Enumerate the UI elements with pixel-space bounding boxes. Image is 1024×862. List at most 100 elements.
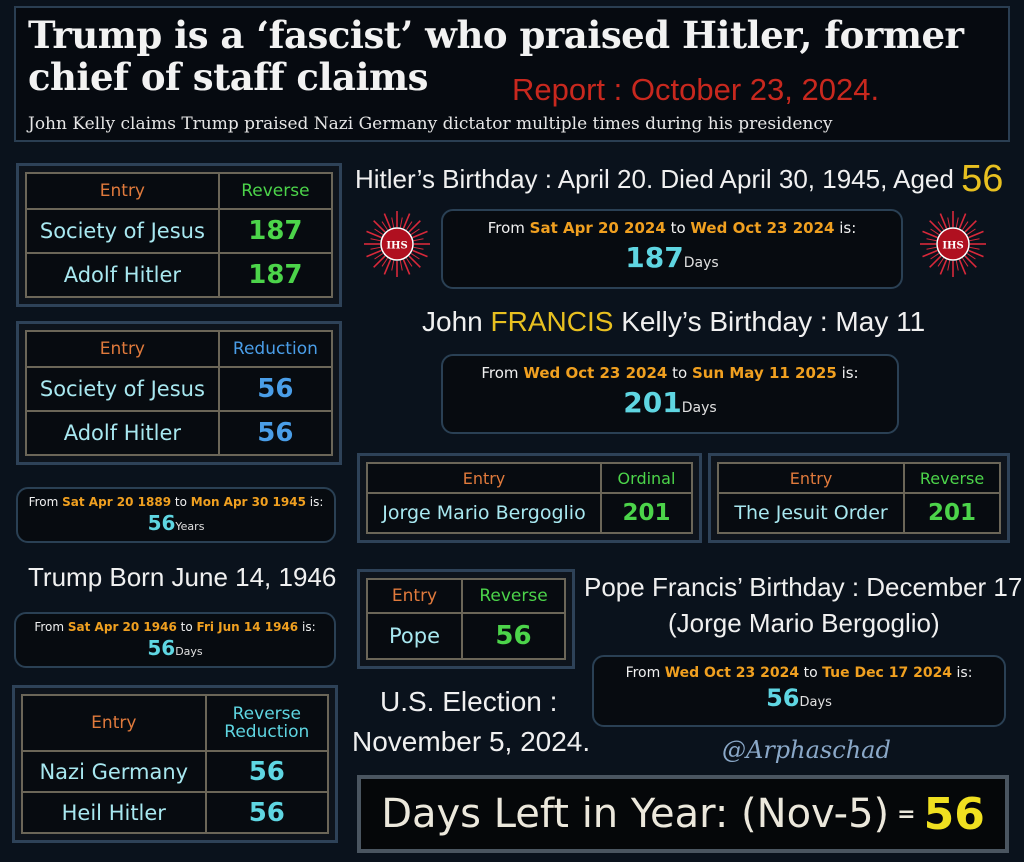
emblem-ray: [402, 213, 411, 229]
emblem-ray: [413, 246, 424, 250]
emblem-ray: [391, 217, 395, 228]
date-result: 187: [625, 241, 684, 274]
entry-name: Heil Hitler: [21, 791, 207, 834]
date-mid: to: [180, 620, 193, 634]
emblem-ray: [370, 238, 381, 242]
date-unit: Days: [799, 695, 832, 710]
table-row: Society of Jesus 187: [25, 208, 334, 254]
kelly-middle-name: FRANCIS: [490, 306, 614, 337]
table-row: Society of Jesus 56: [25, 366, 334, 412]
emblem-ray: [922, 230, 938, 239]
date-suffix: is:: [309, 495, 324, 509]
emblem-ray: [383, 213, 392, 229]
gematria-table-ordinal-201: Entry Ordinal Jorge Mario Bergoglio 201: [357, 453, 702, 543]
election-label: U.S. Election :: [380, 686, 558, 717]
date-calc-hitler-birthday-to-report: From Sat Apr 20 2024 to Wed Oct 23 2024 …: [441, 209, 903, 289]
emblem-ray: [412, 249, 428, 258]
col-header-entry: Entry: [366, 462, 602, 494]
days-left-equals: =: [897, 801, 916, 827]
table-row: Jorge Mario Bergoglio 201: [366, 492, 693, 534]
col-header-entry: Entry: [365, 578, 464, 614]
col-header-cipher: Reverse: [217, 172, 334, 210]
emblem-ray: [373, 220, 386, 233]
emblem-ray: [930, 228, 940, 235]
hitler-birthday-label: Hitler’s Birthday : April 20. Died April…: [355, 158, 1003, 201]
gematria-table-reduction-56: Entry Reduction Society of Jesus 56 Adol…: [16, 321, 342, 465]
emblem-ray: [408, 255, 421, 268]
date-result: 56: [147, 511, 176, 535]
gematria-table-reverse-reduction-56: Entry Reverse Reduction Nazi Germany 56 …: [12, 685, 338, 843]
emblem-ray: [366, 230, 382, 239]
table-row: Pope 56: [365, 612, 566, 660]
entry-name: Adolf Hitler: [25, 410, 220, 456]
ihs-jesuit-seal-icon: IHS: [364, 211, 430, 277]
date-calc-trump-born: From Sat Apr 20 1946 to Fri Jun 14 1946 …: [14, 612, 336, 668]
date-prefix: From: [481, 364, 519, 382]
date-from: Sat Apr 20 2024: [529, 219, 666, 237]
col-header-entry: Entry: [21, 694, 207, 752]
emblem-ray: [937, 221, 944, 231]
headline-banner: Trump is a ‘fascist’ who praised Hitler,…: [14, 6, 1010, 142]
emblem-ray: [966, 253, 976, 260]
date-prefix: From: [625, 665, 661, 681]
date-to: Tue Dec 17 2024: [822, 665, 953, 681]
table-row: Adolf Hitler 56: [25, 410, 334, 456]
emblem-ray: [939, 259, 948, 275]
emblem-ray: [966, 228, 976, 235]
table-row: Heil Hitler 56: [21, 791, 330, 834]
emblem-ray: [383, 259, 392, 275]
entry-value: 56: [461, 612, 566, 660]
emblem-text: IHS: [386, 241, 407, 252]
emblem-ray: [922, 249, 938, 258]
emblem-ray: [955, 260, 959, 271]
emblem-ray: [406, 257, 413, 267]
emblem-text: IHS: [942, 241, 963, 252]
kelly-suffix: Kelly’s Birthday : May 11: [621, 306, 926, 337]
entry-value: 56: [217, 366, 334, 412]
emblem-ray: [399, 217, 403, 228]
table-row: Nazi Germany 56: [21, 750, 330, 793]
entry-name: Society of Jesus: [25, 208, 220, 254]
emblem-ray: [399, 260, 403, 271]
emblem-ray: [370, 246, 381, 250]
table-row: The Jesuit Order 201: [716, 492, 1001, 534]
date-unit: Days: [175, 645, 203, 658]
date-mid: to: [174, 495, 187, 509]
entry-value: 201: [903, 492, 1001, 534]
entry-value: 187: [217, 208, 334, 254]
gematria-table-reverse-187: Entry Reverse Society of Jesus 187 Adolf…: [16, 163, 342, 307]
date-mid: to: [803, 665, 818, 681]
pope-birthday-label: Pope Francis’ Birthday : December 17.: [584, 572, 1024, 602]
date-calc-report-to-kelly-birthday: From Wed Oct 23 2024 to Sun May 11 2025 …: [441, 354, 899, 434]
date-to: Sun May 11 2025: [691, 364, 837, 382]
date-unit: Years: [175, 520, 205, 533]
col-header-entry: Entry: [25, 330, 220, 368]
date-prefix: From: [28, 495, 59, 509]
emblem-ray: [955, 217, 959, 228]
signature-watermark: @Arphaschad: [722, 736, 891, 764]
emblem-ray: [366, 249, 382, 258]
date-suffix: is:: [839, 219, 857, 237]
entry-value: 56: [204, 791, 330, 834]
date-result: 56: [766, 684, 800, 712]
entry-name: Adolf Hitler: [25, 252, 220, 298]
entry-name: The Jesuit Order: [716, 492, 906, 534]
hitler-birthday-text: Hitler’s Birthday : April 20. Died April…: [355, 164, 954, 194]
entry-name: Pope: [365, 612, 464, 660]
emblem-ray: [968, 249, 984, 258]
date-from: Sat Apr 20 1946: [67, 620, 177, 634]
ihs-jesuit-seal-icon: IHS: [920, 211, 986, 277]
date-to: Mon Apr 30 1945: [190, 495, 306, 509]
entry-value: 56: [217, 410, 334, 456]
date-to: Wed Oct 23 2024: [690, 219, 835, 237]
entry-value: 201: [600, 492, 693, 534]
date-mid: to: [672, 364, 688, 382]
emblem-ray: [410, 253, 420, 260]
emblem-ray: [958, 213, 967, 229]
emblem-ray: [406, 221, 413, 231]
emblem-ray: [926, 246, 937, 250]
col-header-cipher-line-1: Reverse: [232, 704, 301, 724]
emblem-ray: [381, 221, 388, 231]
date-prefix: From: [487, 219, 525, 237]
emblem-ray: [410, 228, 420, 235]
